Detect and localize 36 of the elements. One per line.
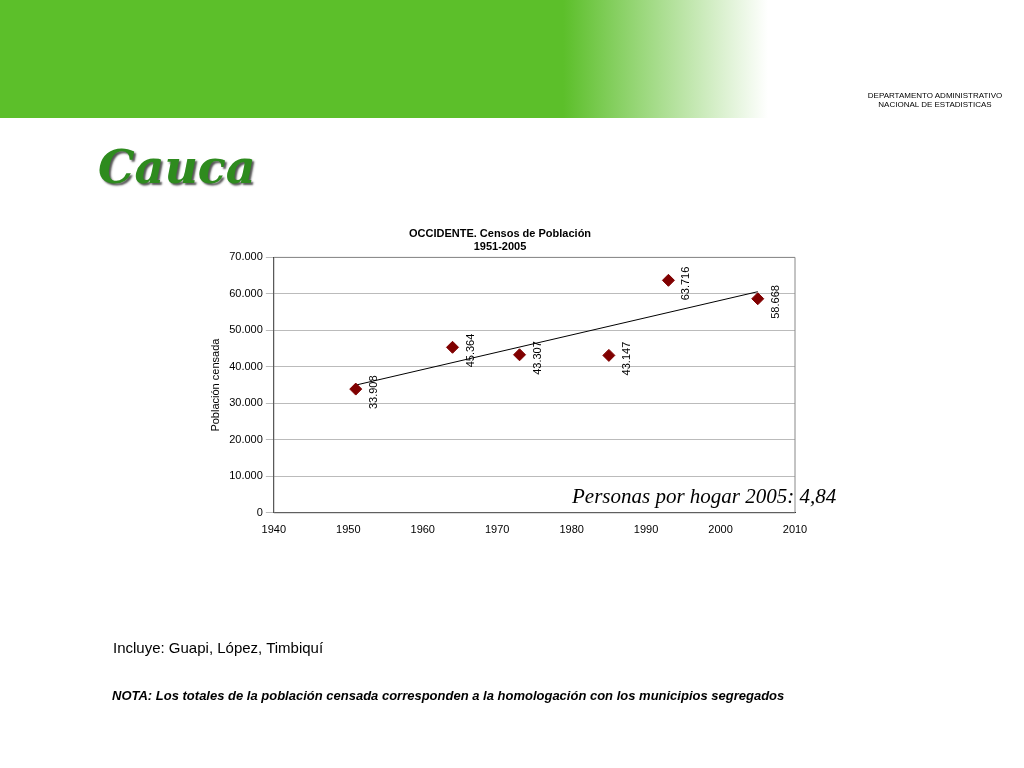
y-tick-label: 40.000	[229, 359, 263, 372]
point	[661, 273, 675, 287]
point	[602, 348, 616, 362]
x-tick-label: 1960	[410, 523, 435, 536]
text: Cauca	[98, 140, 256, 194]
y-tick-label: 0	[256, 505, 263, 518]
data-label: 58.668	[768, 285, 781, 319]
y-tick-label: 60.000	[229, 286, 263, 299]
x-tick-label: 1980	[559, 523, 584, 536]
y-tick-label: 10.000	[229, 469, 263, 482]
data-label: 43.307	[530, 341, 543, 375]
point	[349, 382, 363, 396]
y-tick-label: 50.000	[229, 323, 263, 336]
chart-subtitle: 1951-2005	[473, 239, 527, 252]
x-tick-label: 1950	[336, 523, 361, 536]
annotation: Personas por hogar 2005: 4,84	[572, 484, 837, 509]
point	[446, 340, 460, 354]
data-label: 45.364	[463, 333, 476, 368]
y-tick-label: 70.000	[229, 250, 263, 263]
y-tick-label: 20.000	[229, 432, 263, 445]
data-label: 43.147	[619, 341, 632, 376]
text: NOTA: Los totales de la población censada corresponden a la homologación con los municipios segregados	[112, 688, 785, 703]
point	[751, 292, 765, 306]
x-tick-label: 2010	[782, 523, 808, 536]
text: DEPARTAMENTO ADMINISTRATIVO NACIONAL DE ESTADISTICAS	[866, 91, 1004, 109]
x-tick-label: 1990	[633, 523, 659, 536]
y-tick-label: 30.000	[229, 396, 263, 409]
x-tick-label: 2000	[708, 523, 733, 536]
data-label: 33.908	[366, 375, 379, 410]
text: Incluye: Guapi, López, Timbiquí	[113, 639, 324, 656]
x-tick-label: 1970	[484, 523, 510, 536]
data-label: 63.716	[679, 266, 692, 301]
point	[513, 348, 527, 362]
chart-title: OCCIDENTE. Censos de Población	[408, 226, 592, 239]
y-axis-title: Población censada	[208, 337, 221, 432]
x-tick-label: 1940	[261, 523, 287, 536]
